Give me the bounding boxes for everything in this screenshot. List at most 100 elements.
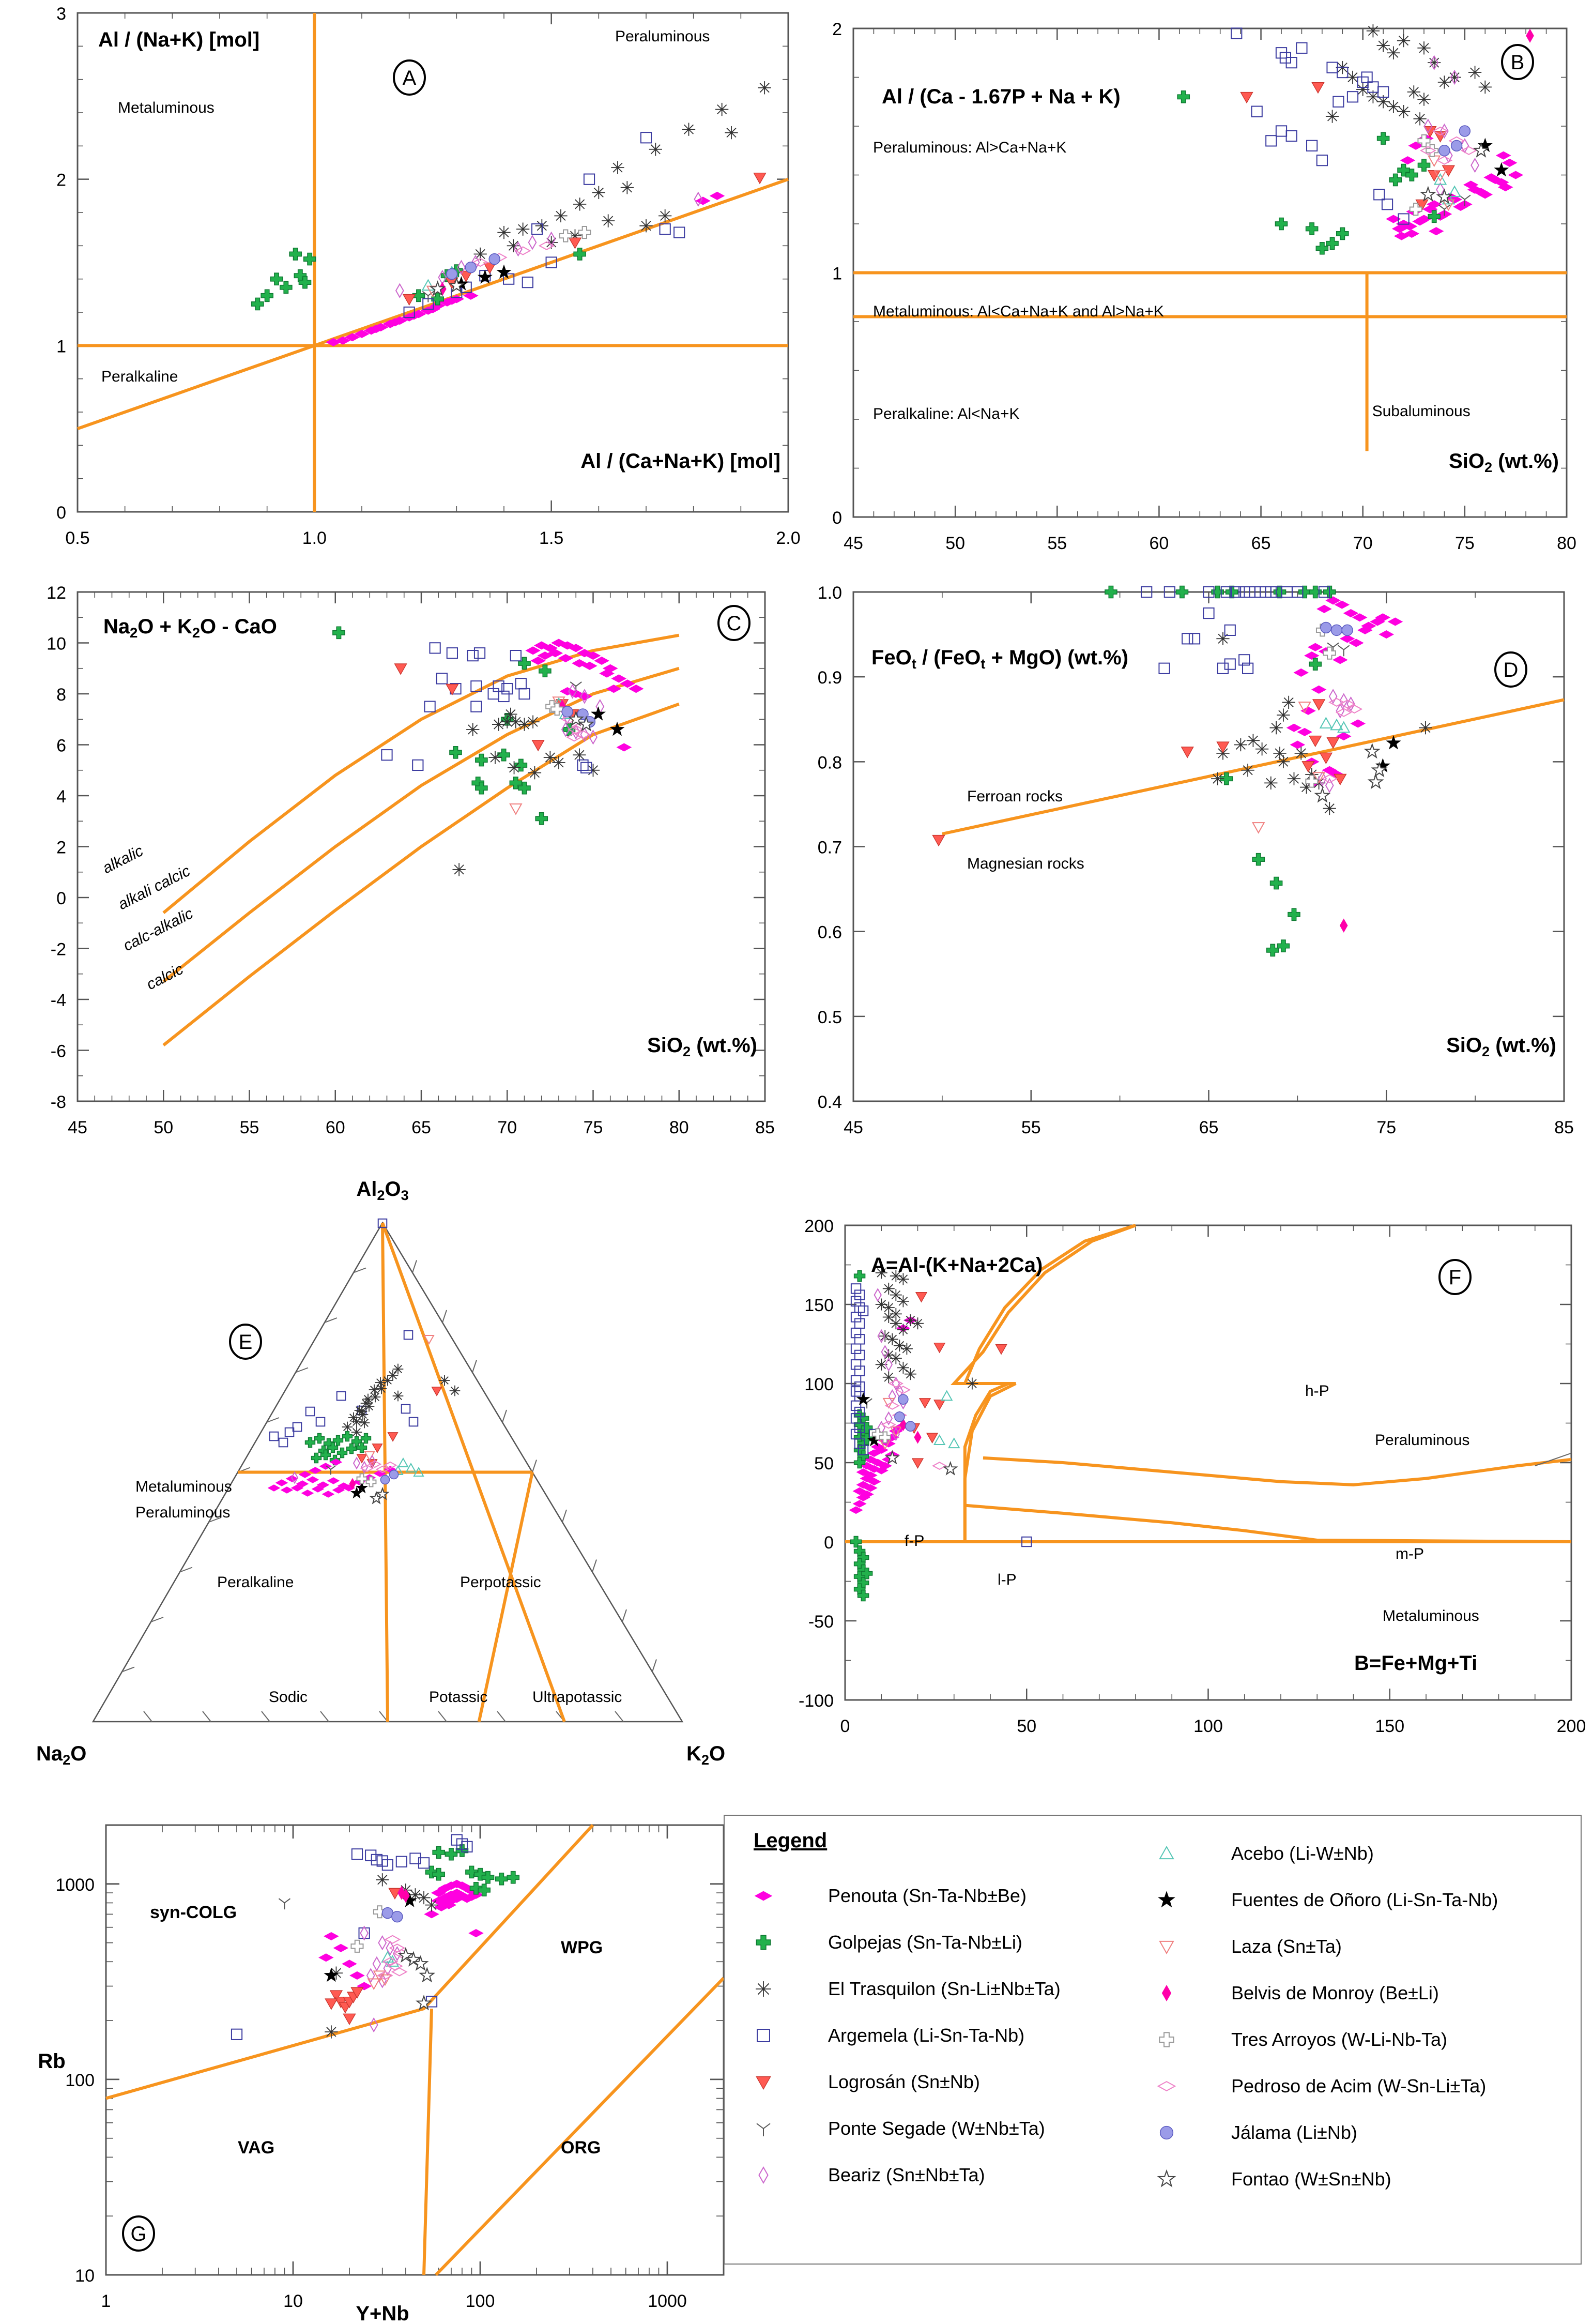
data-point (344, 333, 360, 342)
left-label: Beariz (Sn±Nb±Ta) (828, 2164, 985, 2185)
left-item[interactable]: Ponte Segade (W±Nb±Ta) (745, 2105, 1159, 2152)
data-point (1460, 146, 1477, 155)
data-point (329, 1459, 343, 1466)
left-item[interactable]: Logrosán (Sn±Nb) (745, 2059, 1159, 2105)
legend-box: Legend Penouta (Sn-Ta-Nb±Be) Golpejas (Sn… (724, 1815, 1582, 2265)
data-point (483, 262, 497, 275)
data-point (566, 733, 583, 742)
data-point (1203, 586, 1215, 598)
data-point (324, 1932, 339, 1941)
data-point (290, 1484, 304, 1492)
data-point (1430, 55, 1439, 70)
data-point (1450, 140, 1463, 151)
series-points (267, 1459, 397, 1498)
right-item[interactable]: Pedroso de Acim (W-Sn-Li±Ta) (1148, 2063, 1572, 2109)
left-item[interactable]: Beariz (Sn±Nb±Ta) (745, 2152, 1159, 2198)
series-points (1314, 742, 1388, 803)
field-peraluminous: Peraluminous (1375, 1432, 1469, 1449)
series-points (884, 1450, 958, 1476)
legend-marker (1158, 1891, 1175, 1908)
data-point (709, 191, 725, 200)
data-point (304, 1437, 316, 1448)
data-point (573, 248, 586, 261)
y-tick-label: 1000 (55, 1875, 95, 1895)
data-point (1288, 908, 1300, 921)
data-point (682, 123, 696, 136)
data-point (568, 710, 585, 726)
data-point (351, 1426, 362, 1438)
y-tick-label: -50 (808, 1612, 834, 1632)
field-ferroan: Ferroan rocks (967, 788, 1063, 805)
data-point (1229, 586, 1242, 598)
data-point (425, 1865, 438, 1879)
data-point (1238, 654, 1250, 666)
series-points (278, 1898, 291, 1910)
left-label: Ponte Segade (W±Nb±Ta) (828, 2118, 1045, 2139)
boundary-curve-1 (162, 666, 680, 983)
left-item[interactable]: Golpejas (Sn-Ta-Nb±Li) (745, 1919, 1159, 1966)
data-point (1220, 772, 1233, 785)
x-tick-label: 75 (584, 1118, 603, 1137)
data-point (516, 222, 530, 236)
series-points (397, 1886, 410, 1903)
field-wpg: WPG (561, 1938, 603, 1957)
series-points (397, 1947, 436, 2011)
data-point (413, 1466, 424, 1477)
x-tick-label: 50 (154, 1118, 173, 1137)
data-point (895, 1386, 911, 1394)
data-point (573, 198, 587, 211)
right-item[interactable]: Fuentes de Oñoro (Li-Sn-Ta-Nb) (1148, 1877, 1572, 1923)
x-tick-label: 60 (1150, 534, 1169, 553)
right-label: Fuentes de Oñoro (Li-Sn-Ta-Nb) (1231, 1889, 1498, 1910)
data-point (1330, 718, 1343, 731)
series-points (1231, 27, 1410, 225)
right-item[interactable]: Jálama (Li±Nb) (1148, 2109, 1572, 2156)
data-point (867, 1478, 881, 1486)
data-point (1432, 126, 1449, 136)
field-l-p: l-P (998, 1571, 1017, 1588)
data-point (1450, 69, 1459, 85)
field-peralkaline: Peralkaline (101, 368, 178, 385)
data-point (336, 1447, 348, 1459)
data-point (342, 1431, 353, 1442)
panel-a-xlabel: Al / (Ca+Na+K) [mol] (580, 450, 780, 473)
data-point (372, 1956, 381, 1972)
data-point (854, 1406, 865, 1418)
right-item[interactable]: Laza (Sn±Ta) (1148, 1923, 1572, 1970)
data-point (904, 1368, 916, 1380)
data-point (473, 247, 487, 261)
data-point (1318, 771, 1327, 786)
data-point (327, 1477, 340, 1484)
data-point (1322, 766, 1338, 774)
right-item[interactable]: Belvis de Monroy (Be±Li) (1148, 1970, 1572, 2016)
legend-marker (754, 1891, 773, 1901)
data-point (1423, 118, 1433, 134)
data-point (1105, 585, 1117, 599)
data-point (1448, 70, 1461, 84)
field-peraluminous: Peraluminous (615, 28, 710, 45)
left-item[interactable]: Argemela (Li-Sn-Ta-Nb) (745, 2012, 1159, 2059)
left-item[interactable]: Penouta (Sn-Ta-Nb±Be) (745, 1873, 1159, 1919)
data-point (1371, 761, 1388, 778)
right-item[interactable]: Tres Arroyos (W-Li-Nb-Ta) (1148, 2016, 1572, 2063)
panel-c-xlabel: SiO2 (wt.%) (647, 1034, 757, 1059)
data-point (318, 1953, 334, 1962)
data-point (1275, 125, 1288, 137)
right-item[interactable]: Fontao (W±Sn±Nb) (1148, 2156, 1572, 2203)
data-point (552, 756, 565, 769)
panel-g-xlabel: Y+Nb (356, 2302, 409, 2324)
data-point (528, 235, 537, 250)
right-item[interactable]: Acebo (Li-W±Nb) (1148, 1830, 1572, 1877)
data-point (715, 102, 729, 116)
data-point (1339, 700, 1356, 709)
field-peraluminous: Peraluminous: Al>Ca+Na+K (873, 139, 1066, 156)
data-point (522, 276, 533, 288)
panel-d-ylabel: FeOt / (FeOt + MgO) (wt.%) (871, 646, 1128, 672)
boundary-perpotassic-right (477, 1471, 534, 1722)
data-point (270, 272, 283, 285)
left-item[interactable]: El Trasquilon (Sn-Li±Nb±Ta) (745, 1966, 1159, 2012)
data-point (1240, 92, 1253, 104)
field-potassic: Potassic (429, 1689, 487, 1706)
data-point (369, 1384, 380, 1395)
data-point (1459, 125, 1471, 137)
